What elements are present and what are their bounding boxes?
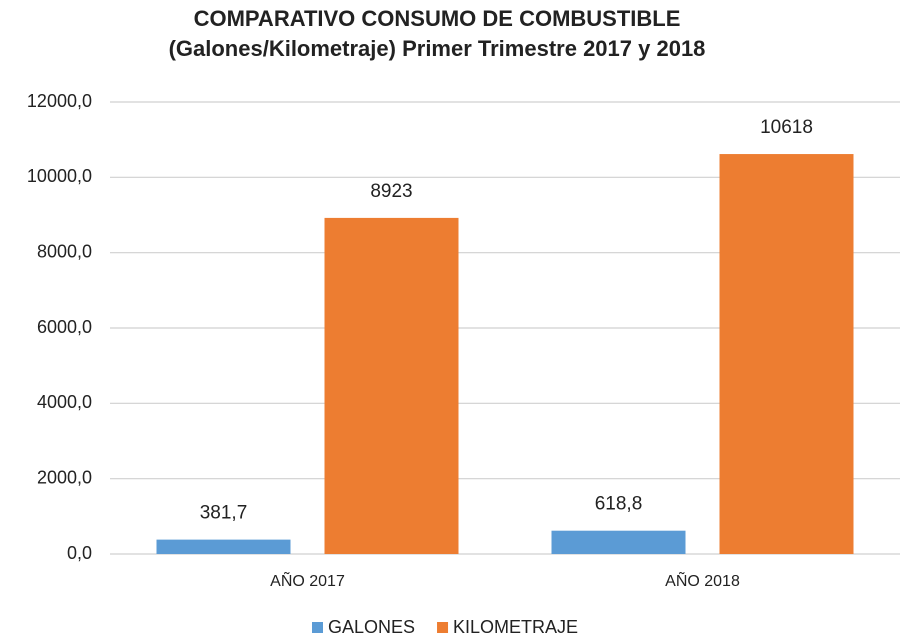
chart-title: (Galones/Kilometraje) Primer Trimestre 2… xyxy=(169,36,706,61)
data-label: 8923 xyxy=(370,181,412,202)
data-label: 618,8 xyxy=(595,494,643,515)
y-tick-label: 0,0 xyxy=(67,543,92,563)
data-label: 10618 xyxy=(760,117,813,138)
legend-label: GALONES xyxy=(328,617,415,636)
bar xyxy=(719,154,854,554)
y-tick-label: 6000,0 xyxy=(37,317,92,337)
y-tick-label: 4000,0 xyxy=(37,392,92,412)
y-tick-label: 12000,0 xyxy=(27,91,92,111)
legend-swatch xyxy=(312,622,323,633)
legend-swatch xyxy=(437,622,449,633)
y-tick-label: 2000,0 xyxy=(37,467,92,487)
legend-label: KILOMETRAJE xyxy=(453,617,578,636)
bar xyxy=(156,539,291,554)
y-tick-label: 10000,0 xyxy=(27,166,92,186)
bar xyxy=(551,530,686,554)
chart-title: COMPARATIVO CONSUMO DE COMBUSTIBLE xyxy=(194,6,681,31)
x-tick-label: AÑO 2018 xyxy=(665,570,740,590)
x-tick-label: AÑO 2017 xyxy=(270,570,345,590)
bar xyxy=(324,217,459,554)
data-label: 381,7 xyxy=(200,503,248,524)
y-tick-label: 8000,0 xyxy=(37,241,92,261)
